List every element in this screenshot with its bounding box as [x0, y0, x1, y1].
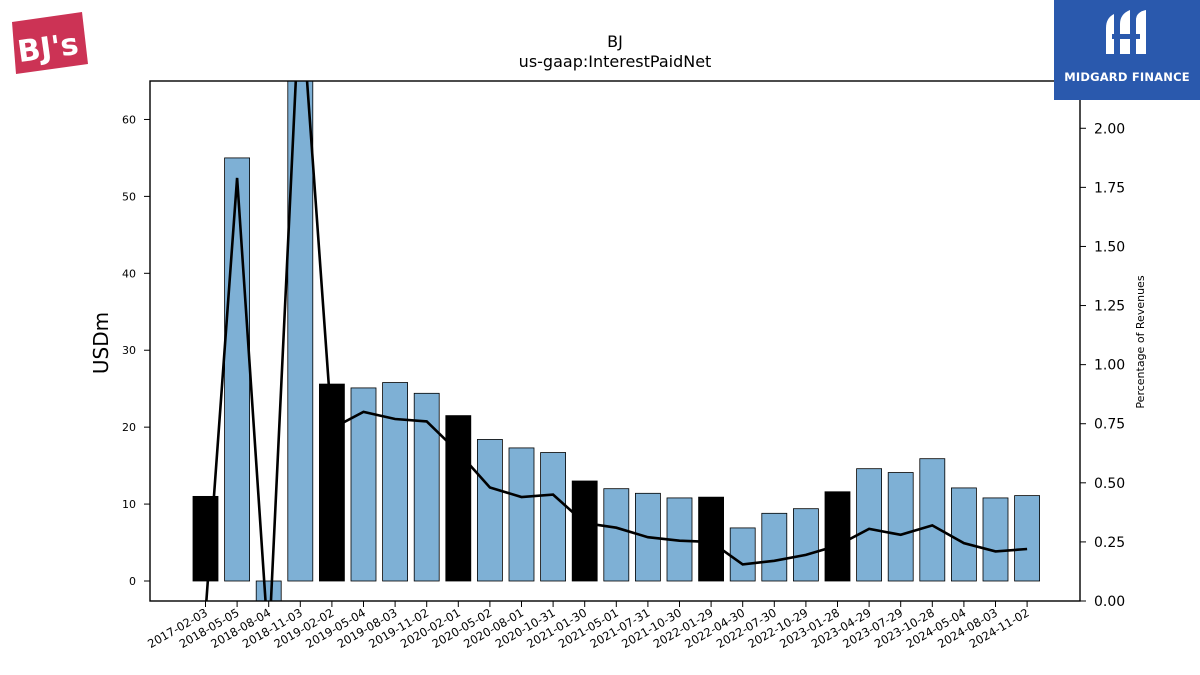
y2-tick-label: 1.75 [1094, 180, 1125, 196]
y2-tick-label: 0.00 [1094, 594, 1125, 610]
y-tick-label: 60 [122, 113, 136, 126]
plot-frame [149, 80, 1081, 602]
y-axis-label: USDm [89, 312, 113, 374]
bar-2022-01-29 [698, 496, 724, 582]
bar-2023-07-29 [887, 472, 914, 582]
chart-title: BJ [607, 32, 623, 51]
bar-2020-08-01 [508, 447, 535, 582]
bjs-logo: BJ's [8, 8, 88, 78]
y-tick-label: 0 [129, 575, 136, 588]
bar-2024-11-02 [1014, 495, 1040, 582]
y-tick-label: 10 [122, 498, 136, 511]
y-tick-label: 20 [122, 421, 136, 434]
y-axis: 0 10 20 30 40 50 60 [122, 113, 150, 588]
bar-2019-05-04 [350, 387, 377, 582]
y-tick-label: 30 [122, 344, 136, 357]
y2-tick-label: 1.00 [1094, 358, 1125, 374]
bar-2019-11-02 [413, 392, 440, 582]
chart-subtitle: us-gaap:InterestPaidNet [518, 52, 712, 71]
y2-tick-label: 1.50 [1094, 239, 1125, 255]
midgard-finance-logo: MIDGARD FINANCE [1054, 0, 1200, 100]
bar-2023-10-28 [919, 458, 946, 582]
y2-tick-label: 0.75 [1094, 417, 1125, 433]
bar-2020-05-02 [476, 439, 503, 582]
y-tick-label: 40 [122, 267, 136, 280]
bar-2022-07-30 [761, 512, 788, 582]
bar-2021-01-30 [571, 480, 598, 582]
y-tick-label: 50 [122, 190, 136, 203]
y2-tick-label: 1.25 [1094, 299, 1125, 315]
bar-2024-08-03 [982, 497, 1009, 582]
bar-2022-04-30 [729, 527, 756, 582]
bar-2023-01-28 [824, 491, 851, 582]
midgard-finance-text: MIDGARD FINANCE [1064, 70, 1190, 84]
bar-2024-05-04 [951, 487, 977, 582]
y2-axis: 0.00 0.25 0.50 0.75 1.00 1.25 1.50 1.75 2.00 [1080, 121, 1125, 610]
y2-tick-label: 2.00 [1094, 121, 1125, 137]
bar-2023-04-29 [856, 468, 882, 582]
bjs-logo-text: BJ's [15, 27, 80, 70]
bar-2018-08-04 [255, 580, 282, 601]
y2-axis-label: Percentage of Revenues [1134, 275, 1147, 408]
bar-series [192, 81, 1040, 601]
x-axis: 2017-02-032018-05-052018-08-042018-11-03… [145, 601, 1032, 651]
bar-2018-11-03 [287, 81, 314, 582]
bar-2019-08-03 [382, 382, 409, 582]
y2-tick-label: 0.25 [1094, 535, 1125, 551]
bar-2022-10-29 [793, 508, 819, 582]
bar-2018-05-05 [224, 157, 251, 582]
ratio-line [205, 81, 1028, 601]
bar-2021-05-01 [603, 488, 630, 582]
bar-2020-02-01 [445, 415, 472, 582]
y2-tick-label: 0.50 [1094, 476, 1125, 492]
bar-2020-10-31 [540, 452, 566, 582]
